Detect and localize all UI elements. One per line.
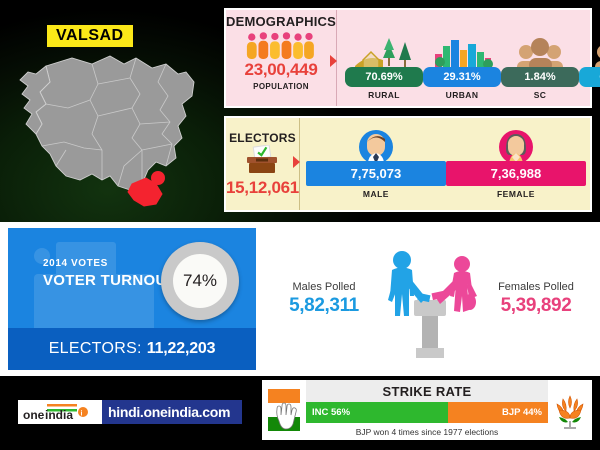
urban-skyline-icon xyxy=(431,36,494,70)
males-polled-caption: Males Polled xyxy=(292,281,356,293)
turnout-electors-bar: ELECTORS: 11,22,203 xyxy=(8,328,256,370)
population-label: POPULATION xyxy=(253,82,309,91)
demographics-stats: 70.69% RURAL 29.31% xyxy=(330,10,600,106)
females-polled-caption: Females Polled xyxy=(498,281,574,293)
female-label: FEMALE xyxy=(496,189,535,199)
polled-panel: Males Polled 5,82,311 xyxy=(268,228,592,370)
district-label: VALSAD xyxy=(47,25,133,47)
rural-label: RURAL xyxy=(368,90,400,100)
svg-text:i: i xyxy=(81,411,83,418)
sc-label: SC xyxy=(533,90,547,100)
turnout-donut: 74% xyxy=(161,242,239,320)
voter-turnout-card: 2014 VOTES VOTER TURNOUT 74% ELECTORS: 1… xyxy=(8,228,256,370)
strike-rate-note: BJP won 4 times since 1977 elections xyxy=(355,426,499,437)
electors-gender-breakdown: 7,75,073 MALE 7,36,988 FEMALE xyxy=(292,118,592,210)
svg-text:india: india xyxy=(45,408,73,421)
oneindia-logo-icon: one india i xyxy=(18,400,102,424)
people-group-icon xyxy=(587,36,600,70)
turnout-year: 2014 VOTES xyxy=(43,258,108,269)
female-electors-value: 7,36,988 xyxy=(445,161,586,186)
electors-total: 15,12,061 xyxy=(226,177,299,197)
crowd-icon xyxy=(246,32,314,59)
stat-sc: 1.84% SC xyxy=(501,36,580,100)
stat-urban: 29.31% URBAN xyxy=(423,36,502,100)
turnout-percent: 74% xyxy=(182,271,218,290)
strike-rate-panel: STRIKE RATE INC 56% BJP 44% BJP won 4 ti… xyxy=(262,380,592,440)
females-polled: Females Polled 5,39,892 xyxy=(482,281,590,317)
turnout-electors-label: ELECTORS: xyxy=(48,340,142,357)
turnout-title: VOTER TURNOUT xyxy=(43,272,177,289)
svg-text:one: one xyxy=(23,408,45,421)
demographics-panel: DEMOGRAPHICS 23,00,449 POPULATION xyxy=(224,8,600,108)
arrow-icon xyxy=(330,55,338,67)
female-avatar-icon xyxy=(498,130,533,164)
strike-rate-title: STRIKE RATE xyxy=(306,380,548,402)
stat-st: 62.69% ST xyxy=(579,36,600,100)
ballot-box-icon xyxy=(247,144,278,173)
females-polled-value: 5,39,892 xyxy=(500,295,572,316)
turnout-electors-value: 11,22,203 xyxy=(146,340,216,357)
strike-rate-bar: INC 56% BJP 44% xyxy=(306,402,548,423)
arrow-icon xyxy=(292,156,300,168)
electors-panel: ELECTORS 15,12,061 xyxy=(224,116,592,212)
sc-percent: 1.84% xyxy=(501,67,580,87)
electors-title: ELECTORS xyxy=(229,130,296,145)
brand-url[interactable]: hindi.oneindia.com xyxy=(102,400,242,424)
rural-village-icon xyxy=(353,36,415,70)
electors-summary: ELECTORS 15,12,061 xyxy=(226,118,300,210)
population-value: 23,00,449 xyxy=(244,60,318,79)
map-panel: VALSAD xyxy=(0,0,218,218)
electors-female: 7,36,988 FEMALE xyxy=(445,129,586,199)
electors-male: 7,75,073 MALE xyxy=(305,129,446,199)
turnout-top: 2014 VOTES VOTER TURNOUT 74% xyxy=(8,228,256,328)
urban-label: URBAN xyxy=(445,90,479,100)
gujarat-map xyxy=(19,55,195,207)
rural-percent: 70.69% xyxy=(345,67,424,87)
stat-rural: 70.69% RURAL xyxy=(345,36,424,100)
brand-bar[interactable]: one india i hindi.oneindia.com xyxy=(18,400,242,424)
bjp-lotus-icon xyxy=(548,380,592,440)
male-avatar-icon xyxy=(358,130,393,164)
congress-hand-icon xyxy=(262,380,306,440)
demographics-summary: DEMOGRAPHICS 23,00,449 POPULATION xyxy=(226,10,338,106)
turnout-donut-inner: 74% xyxy=(173,254,227,308)
strike-rate-content: STRIKE RATE INC 56% BJP 44% BJP won 4 ti… xyxy=(306,380,548,440)
urban-percent: 29.31% xyxy=(423,67,502,87)
males-polled-value: 5,82,311 xyxy=(289,295,359,316)
males-polled: Males Polled 5,82,311 xyxy=(270,281,378,317)
st-percent: 62.69% xyxy=(579,67,600,87)
valsad-highlight xyxy=(127,177,163,207)
turnout-band: 2014 VOTES VOTER TURNOUT 74% ELECTORS: 1… xyxy=(0,222,600,376)
male-electors-value: 7,75,073 xyxy=(305,161,446,186)
inc-segment: INC 56% xyxy=(306,402,448,423)
bjp-segment: BJP 44% xyxy=(447,402,548,423)
demographics-title: DEMOGRAPHICS xyxy=(226,14,337,29)
male-label: MALE xyxy=(362,189,389,199)
voters-at-ballot-box-icon xyxy=(388,251,477,358)
people-group-icon xyxy=(509,36,571,70)
